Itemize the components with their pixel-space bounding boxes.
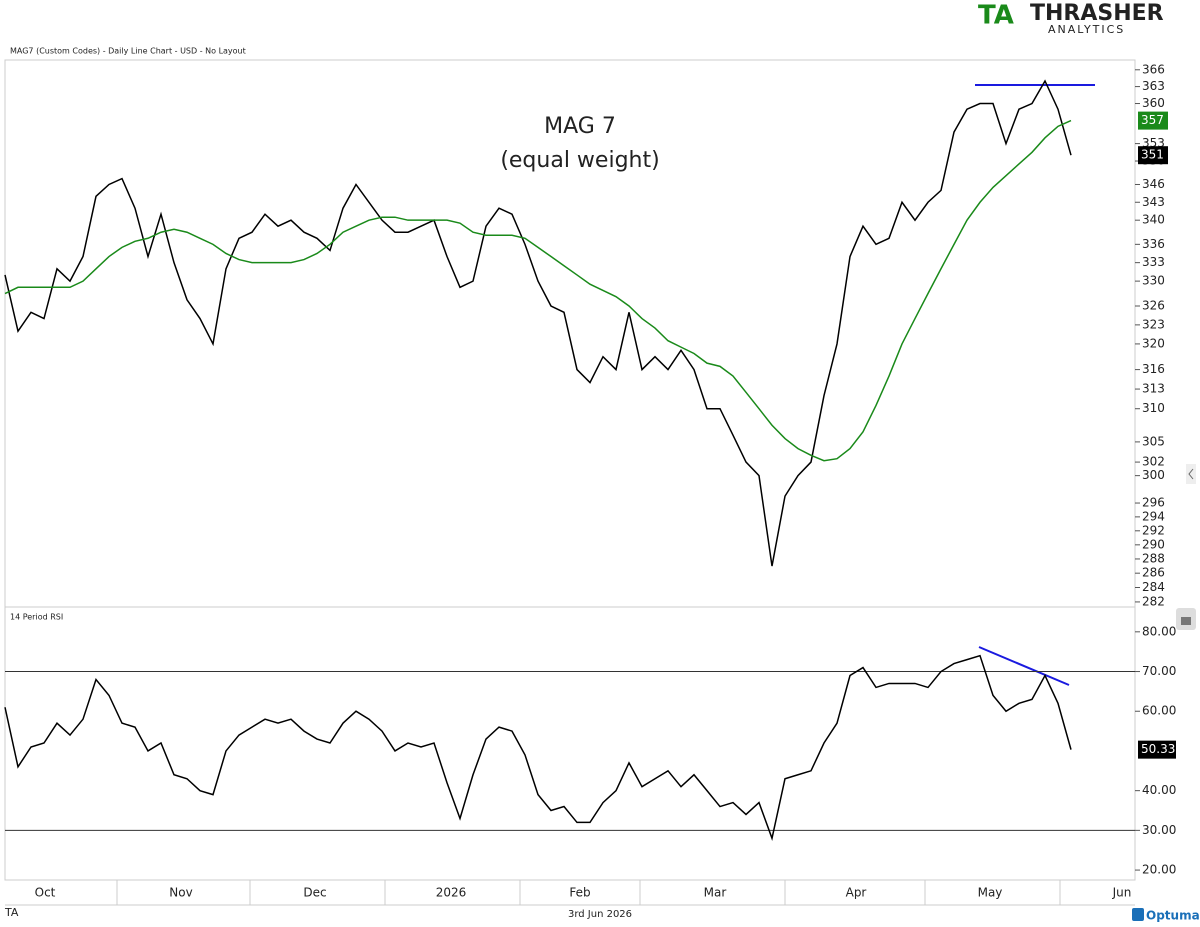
y-tick-label: 363 bbox=[1142, 79, 1165, 93]
last-value-label: 357 bbox=[1141, 113, 1164, 127]
x-tick-label: Oct bbox=[35, 886, 56, 900]
y-tick-label: 313 bbox=[1142, 382, 1165, 396]
y-tick-label: 282 bbox=[1142, 594, 1165, 608]
last-value-tag bbox=[1138, 146, 1168, 165]
y-tick-label: 336 bbox=[1142, 237, 1165, 251]
y-tick-label: 316 bbox=[1142, 362, 1165, 376]
y-tick-label: 294 bbox=[1142, 509, 1165, 523]
price-line bbox=[4, 79, 1072, 567]
collapse-button[interactable] bbox=[1186, 464, 1196, 484]
y-tick-label: 360 bbox=[1142, 96, 1165, 110]
logo-mark: TA bbox=[978, 1, 1014, 31]
y-tick-label: 326 bbox=[1142, 299, 1165, 313]
lock-icon bbox=[1181, 617, 1191, 625]
y-tick-label: 323 bbox=[1142, 317, 1165, 331]
y-tick-label: 333 bbox=[1142, 255, 1165, 269]
brand-icon bbox=[1132, 908, 1144, 921]
y-tick-label: 320 bbox=[1142, 336, 1165, 350]
y-tick-label: 60.00 bbox=[1142, 704, 1176, 718]
y-tick-label: 346 bbox=[1142, 177, 1165, 191]
rsi-label: 14 Period RSI bbox=[10, 613, 63, 622]
price-line bbox=[4, 654, 1072, 841]
last-value-tag bbox=[1138, 111, 1168, 130]
x-tick-label: 2026 bbox=[436, 886, 467, 900]
last-value-label: 351 bbox=[1141, 148, 1164, 162]
collapse-icon bbox=[1188, 468, 1194, 480]
footer-date: 3rd Jun 2026 bbox=[568, 909, 632, 920]
footer-mark: TA bbox=[4, 906, 19, 919]
y-tick-label: 70.00 bbox=[1142, 664, 1176, 678]
y-tick-label: 290 bbox=[1142, 537, 1165, 551]
y-tick-label: 40.00 bbox=[1142, 783, 1176, 797]
y-tick-label: 330 bbox=[1142, 274, 1165, 288]
y-tick-label: 366 bbox=[1142, 62, 1165, 76]
y-tick-label: 292 bbox=[1142, 523, 1165, 537]
x-tick-label: Apr bbox=[846, 886, 867, 900]
y-tick-label: 286 bbox=[1142, 566, 1165, 580]
y-tick-label: 302 bbox=[1142, 455, 1165, 469]
logo-name: THRASHER bbox=[1030, 1, 1164, 26]
y-tick-label: 300 bbox=[1142, 468, 1165, 482]
x-tick-label: May bbox=[978, 886, 1003, 900]
price-line bbox=[4, 119, 1072, 462]
y-tick-label: 305 bbox=[1142, 434, 1165, 448]
chart-title: MAG 7 bbox=[544, 114, 616, 139]
y-tick-label: 340 bbox=[1142, 213, 1165, 227]
y-tick-label: 310 bbox=[1142, 401, 1165, 415]
y-tick-label: 80.00 bbox=[1142, 624, 1176, 638]
footer-brand: Optuma bbox=[1146, 909, 1200, 923]
y-tick-label: 30.00 bbox=[1142, 823, 1176, 837]
y-tick-label: 288 bbox=[1142, 551, 1165, 565]
x-tick-label: Dec bbox=[303, 886, 326, 900]
x-tick-label: Mar bbox=[704, 886, 727, 900]
y-tick-label: 284 bbox=[1142, 580, 1165, 594]
y-tick-label: 20.00 bbox=[1142, 863, 1176, 877]
chart-subtitle: (equal weight) bbox=[500, 148, 659, 173]
plot-frame bbox=[4, 59, 1136, 881]
last-value-tag bbox=[1138, 740, 1176, 759]
chart-header: MAG7 (Custom Codes) - Daily Line Chart -… bbox=[10, 47, 246, 56]
divergence-line bbox=[978, 646, 1070, 686]
y-tick-label: 343 bbox=[1142, 195, 1165, 209]
x-tick-label: Feb bbox=[569, 886, 590, 900]
x-tick-label: Nov bbox=[169, 886, 192, 900]
logo-sub: ANALYTICS bbox=[1048, 23, 1125, 36]
y-tick-label: 296 bbox=[1142, 496, 1165, 510]
x-tick-label: Jun bbox=[1112, 886, 1132, 900]
last-value-label: 50.33 bbox=[1141, 742, 1175, 756]
